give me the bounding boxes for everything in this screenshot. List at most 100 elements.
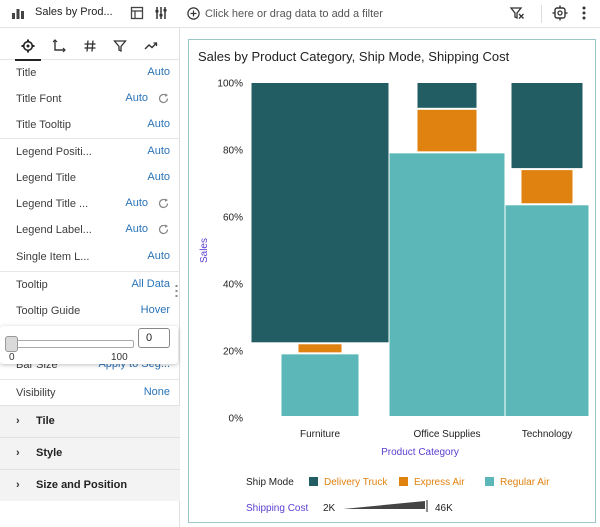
chevron-right-icon: › xyxy=(16,447,20,459)
prop-value[interactable]: All Data xyxy=(131,278,170,290)
prop-legend-label-font[interactable]: Legend Label... Auto xyxy=(0,217,180,243)
analytics-tab-analytics-icon[interactable] xyxy=(140,36,162,56)
settings-icon[interactable] xyxy=(552,5,568,21)
chart-canvas[interactable]: Sales by Product Category, Ship Mode, Sh… xyxy=(188,39,596,523)
prop-title-font[interactable]: Title Font Auto xyxy=(0,86,180,112)
reset-icon[interactable] xyxy=(157,223,170,236)
prop-label: Title xyxy=(16,67,37,79)
slider-thumb[interactable] xyxy=(5,336,18,352)
prop-title[interactable]: Title Auto xyxy=(0,60,180,86)
prop-value[interactable]: Auto xyxy=(147,171,170,183)
slider-max-label: 100 xyxy=(111,352,128,363)
prop-value[interactable]: Auto xyxy=(147,66,170,78)
more-options-icon[interactable] xyxy=(576,5,592,21)
property-tabs xyxy=(0,30,180,61)
prop-value[interactable]: Auto xyxy=(147,118,170,130)
chart-icon xyxy=(10,5,26,21)
section-style[interactable]: › Style xyxy=(0,437,180,469)
size-legend-title: Shipping Cost xyxy=(246,503,308,514)
prop-label: Title Tooltip xyxy=(16,119,72,131)
x-tick-label: Office Supplies xyxy=(413,429,480,440)
prop-label: Legend Label... xyxy=(16,224,92,236)
section-tile[interactable]: › Tile xyxy=(0,405,180,437)
filter-tab-filter-icon[interactable] xyxy=(109,36,131,56)
prop-tooltip-guide[interactable]: Tooltip Guide Hover xyxy=(0,298,180,324)
prop-title-tooltip[interactable]: Title Tooltip Auto xyxy=(0,112,180,138)
panel-title: Sales by Prod... xyxy=(35,6,113,18)
prop-label: Legend Title ... xyxy=(16,198,89,210)
grammar-icon[interactable] xyxy=(129,5,145,21)
prop-value[interactable]: Auto xyxy=(125,197,148,209)
filter-placeholder[interactable]: Click here or drag data to add a filter xyxy=(205,8,383,20)
prop-label: Legend Title xyxy=(16,172,76,184)
y-tick-label: 80% xyxy=(223,146,243,157)
legend-swatch xyxy=(309,477,318,486)
section-label: Tile xyxy=(36,415,55,427)
section-size-and-position[interactable]: › Size and Position xyxy=(0,469,180,501)
y-tick-label: 20% xyxy=(223,347,243,358)
x-tick-label: Furniture xyxy=(300,429,340,440)
slider-min-label: 0 xyxy=(9,352,15,363)
prop-label: Tooltip Guide xyxy=(16,305,81,317)
values-tab-hash-icon[interactable] xyxy=(79,36,101,56)
bar-regular-air-furniture xyxy=(281,354,359,416)
bar-size-slider-popup: 0 100 xyxy=(0,326,178,364)
filter-toggle-icon[interactable] xyxy=(509,5,525,21)
prop-label: Tooltip xyxy=(16,279,48,291)
prop-value[interactable]: Auto xyxy=(125,92,148,104)
x-axis-title: Product Category xyxy=(381,447,459,458)
prop-single-item-legend[interactable]: Single Item L... Auto xyxy=(0,244,180,270)
chart-title: Sales by Product Category, Ship Mode, Sh… xyxy=(198,49,510,64)
prop-value[interactable]: Hover xyxy=(140,304,170,316)
bar-delivery-truck-office-supplies xyxy=(417,83,477,108)
prop-label: Legend Positi... xyxy=(16,146,92,158)
y-tick-label: 60% xyxy=(223,213,243,224)
slider-track[interactable] xyxy=(6,340,134,348)
size-legend-wedge xyxy=(343,501,425,509)
bar-express-air-furniture xyxy=(298,344,342,353)
legend-label: Express Air xyxy=(414,477,465,488)
prop-value[interactable]: Auto xyxy=(147,250,170,262)
size-legend-min: 2K xyxy=(323,503,336,514)
reset-icon[interactable] xyxy=(157,197,170,210)
properties-panel: Sales by Prod... Title Auto Title Font A… xyxy=(0,0,180,527)
bar-express-air-technology xyxy=(521,170,573,204)
properties-icon[interactable] xyxy=(153,5,169,21)
axis-tab-axis-icon[interactable] xyxy=(48,36,70,56)
chevron-right-icon: › xyxy=(16,415,20,427)
prop-legend-title[interactable]: Legend Title Auto xyxy=(0,165,180,191)
add-filter-icon[interactable] xyxy=(187,7,200,20)
section-label: Style xyxy=(36,447,63,459)
prop-label: Visibility xyxy=(16,387,56,399)
prop-tooltip[interactable]: Tooltip All Data xyxy=(0,272,180,298)
prop-value[interactable]: Auto xyxy=(125,223,148,235)
panel-header: Sales by Prod... xyxy=(0,0,180,28)
chart-svg: 0% 20% 40% 60% 80% 100% Sales Furniture Office S… xyxy=(199,79,589,514)
slider-value-input[interactable] xyxy=(138,328,170,348)
legend-swatch xyxy=(399,477,408,486)
divider xyxy=(0,138,180,139)
y-axis-title: Sales xyxy=(199,238,210,263)
reset-icon[interactable] xyxy=(157,92,170,105)
y-tick-label: 100% xyxy=(217,79,243,90)
legend-swatch xyxy=(485,477,494,486)
toolbar-divider xyxy=(541,5,542,23)
bar-delivery-truck-technology xyxy=(511,83,583,169)
filter-bar: Click here or drag data to add a filter xyxy=(180,0,600,28)
prop-label: Title Font xyxy=(16,93,62,105)
divider xyxy=(0,271,180,272)
x-tick-label: Technology xyxy=(522,429,573,440)
prop-value[interactable]: None xyxy=(143,386,170,398)
prop-legend-position[interactable]: Legend Positi... Auto xyxy=(0,139,180,165)
prop-label: Single Item L... xyxy=(16,251,90,263)
bar-regular-air-technology xyxy=(505,205,589,416)
prop-legend-title-font[interactable]: Legend Title ... Auto xyxy=(0,191,180,217)
section-label: Size and Position xyxy=(36,479,128,491)
size-legend-max: 46K xyxy=(435,503,453,514)
bar-regular-air-office-supplies xyxy=(389,153,505,416)
legend-label: Regular Air xyxy=(500,477,550,488)
prop-visibility[interactable]: Visibility None xyxy=(0,380,180,406)
prop-value[interactable]: Auto xyxy=(147,145,170,157)
resize-grip-icon[interactable] xyxy=(175,285,178,297)
general-tab-gear-icon[interactable] xyxy=(15,36,41,61)
